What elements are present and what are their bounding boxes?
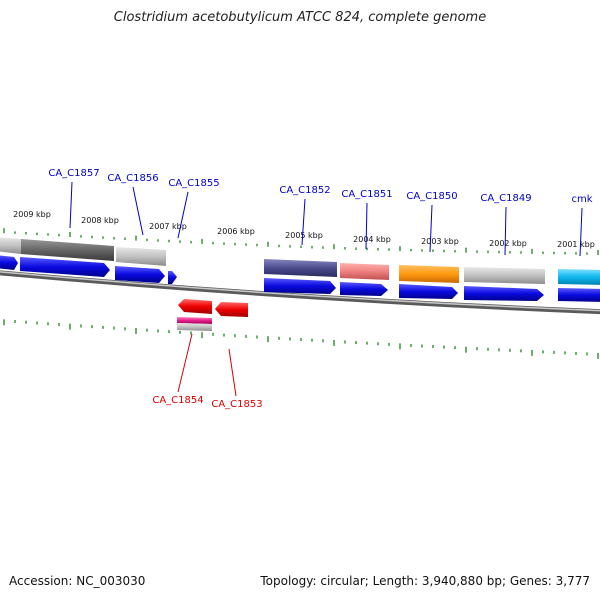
scale-label: 2007 kbp: [149, 222, 187, 231]
scale-label: 2003 kbp: [421, 237, 459, 246]
forward-gene-labels: CA_C1857 CA_C1856 CA_C1855 CA_C1852 CA_C1851…: [48, 168, 593, 257]
scale-label: 2006 kbp: [217, 227, 255, 236]
label-leader-line: [177, 191, 189, 239]
cds-arrow[interactable]: [264, 278, 336, 294]
label-leader-line: [132, 186, 144, 236]
genome-stats-text: Topology: circular; Length: 3,940,880 bp…: [260, 574, 590, 588]
map-title: Clostridium acetobutylicum ATCC 824, com…: [113, 10, 487, 25]
gene-label[interactable]: CA_C1850: [406, 191, 457, 202]
cds-arrow[interactable]: [168, 271, 177, 284]
reverse-gene-feature[interactable]: [177, 317, 212, 324]
gene-feature[interactable]: [0, 237, 21, 254]
gene-label[interactable]: CA_C1854: [152, 395, 203, 406]
cds-arrow[interactable]: [399, 284, 458, 299]
gene-feature[interactable]: [21, 239, 114, 261]
gene-label[interactable]: CA_C1855: [168, 178, 219, 189]
genome-backbone: [0, 270, 600, 315]
scale-label: 2001 kbp: [557, 240, 595, 249]
gene-label[interactable]: CA_C1849: [480, 193, 531, 204]
scale-labels: 2009 kbp 2008 kbp 2007 kbp 2006 kbp 2005 kbp…: [13, 210, 595, 249]
reverse-gene-labels: CA_C1854 CA_C1853: [152, 333, 263, 410]
gene-feature[interactable]: [116, 247, 166, 266]
gene-feature[interactable]: [464, 267, 545, 284]
reverse-gene-feature[interactable]: [177, 323, 212, 331]
scale-label: 2008 kbp: [81, 216, 119, 225]
gene-label[interactable]: cmk: [571, 194, 592, 205]
gene-label[interactable]: CA_C1853: [211, 399, 262, 410]
forward-feature-row: [0, 237, 600, 285]
cds-arrow[interactable]: [20, 257, 110, 277]
scale-label: 2005 kbp: [285, 231, 323, 240]
gene-feature[interactable]: [558, 269, 600, 285]
gene-label[interactable]: CA_C1857: [48, 168, 99, 179]
cds-arrow[interactable]: [340, 282, 388, 296]
reverse-cds-arrow[interactable]: [178, 299, 212, 314]
cds-arrow[interactable]: [0, 255, 18, 270]
gene-feature[interactable]: [264, 259, 337, 277]
gene-feature[interactable]: [399, 265, 459, 283]
scale-ticks: [3, 228, 599, 359]
label-leader-line: [228, 348, 237, 397]
label-leader-line: [69, 181, 73, 229]
forward-cds-row: [0, 255, 600, 302]
gene-label[interactable]: CA_C1852: [279, 185, 330, 196]
label-leader-line: [579, 207, 583, 257]
label-leader-line: [365, 202, 368, 250]
scale-label: 2009 kbp: [13, 210, 51, 219]
label-leader-line: [301, 198, 306, 246]
cds-arrow[interactable]: [115, 266, 165, 283]
gene-label[interactable]: CA_C1856: [107, 173, 158, 184]
label-leader-line: [177, 333, 193, 393]
genome-backbone-highlight: [0, 271, 600, 312]
reverse-cds-arrow[interactable]: [215, 302, 248, 317]
accession-text: Accession: NC_003030: [9, 574, 146, 588]
scale-label: 2002 kbp: [489, 239, 527, 248]
label-leader-line: [429, 204, 433, 253]
label-leader-line: [504, 206, 507, 256]
scale-label: 2004 kbp: [353, 235, 391, 244]
cds-arrow[interactable]: [558, 288, 600, 302]
reverse-feature-row: [177, 299, 248, 331]
gene-label[interactable]: CA_C1851: [341, 189, 392, 200]
gene-feature[interactable]: [340, 263, 389, 280]
cds-arrow[interactable]: [464, 286, 544, 301]
